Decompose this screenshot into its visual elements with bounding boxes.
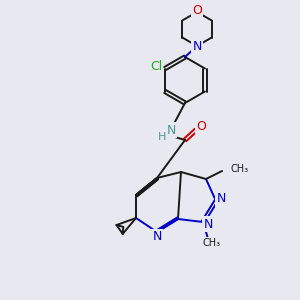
- Text: N: N: [203, 218, 213, 230]
- Text: H: H: [158, 132, 166, 142]
- Text: O: O: [192, 4, 202, 17]
- Text: Cl: Cl: [150, 60, 162, 73]
- Text: O: O: [196, 121, 206, 134]
- Text: N: N: [152, 230, 162, 244]
- Text: N: N: [192, 40, 202, 53]
- Text: N: N: [166, 124, 176, 136]
- Text: CH₃: CH₃: [202, 238, 220, 248]
- Text: N: N: [216, 193, 226, 206]
- Text: CH₃: CH₃: [230, 164, 248, 174]
